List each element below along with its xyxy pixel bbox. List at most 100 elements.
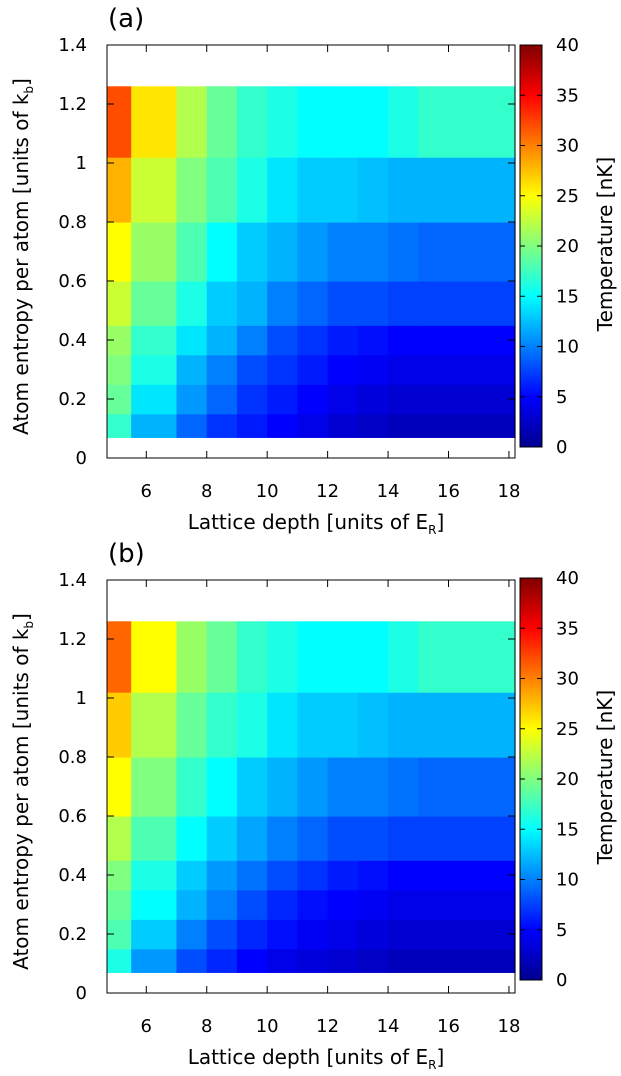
y-tick-label: 1.2 — [58, 629, 87, 650]
heatmap-cell — [357, 816, 389, 861]
y-tick-label: 0 — [76, 448, 87, 469]
heatmap-cell — [418, 413, 516, 438]
heatmap-cell — [267, 86, 298, 158]
plot-frame — [106, 579, 516, 994]
y-axis-label-subscript: b — [22, 86, 36, 94]
heatmap-cell — [418, 757, 516, 817]
heatmap-cell — [388, 325, 419, 356]
heatmap-cell — [236, 889, 268, 920]
heatmap-cell — [357, 384, 389, 415]
heatmap-cell — [206, 354, 238, 385]
y-tick-label: 0.2 — [58, 389, 87, 410]
heatmap-cell — [297, 816, 329, 861]
heatmap-cell — [418, 889, 516, 920]
heatmap-cell — [418, 86, 516, 158]
heatmap-cell — [388, 281, 419, 326]
x-axis-label-text: Lattice depth [units of E — [188, 1045, 428, 1069]
heatmap-cell — [176, 948, 208, 973]
heatmap-cell — [206, 384, 238, 415]
heatmap-cell — [267, 948, 298, 973]
colorbar-tick-label: 35 — [556, 618, 579, 639]
heatmap-cell — [267, 692, 298, 758]
heatmap-cell — [176, 692, 208, 758]
heatmap-cell — [357, 692, 389, 758]
heatmap-cell — [176, 860, 208, 891]
heatmap-cell — [267, 816, 298, 861]
colorbar-tick-label: 15 — [556, 819, 579, 840]
heatmap-cell — [327, 621, 359, 693]
chart-panel-b: 6 8 10 12 14 16 18 0 0.2 0.4 0.6 0.8 1 1.2 1.4 (b) Latti… — [9, 539, 617, 1072]
heatmap-cell — [131, 919, 178, 950]
panel-label: (b) — [108, 539, 145, 569]
heatmap-cell — [107, 948, 132, 973]
heatmap-cell — [206, 948, 238, 973]
heatmap-cell — [131, 860, 178, 891]
heatmap-cell — [297, 889, 329, 920]
heatmap-cell — [357, 354, 389, 385]
heatmap-cell — [327, 948, 359, 973]
heatmap-cell — [131, 692, 178, 758]
heatmap-cell — [388, 919, 419, 950]
heatmap-cell — [206, 222, 238, 282]
heatmap-cell — [236, 948, 268, 973]
heatmap-cell — [206, 889, 238, 920]
heatmap-cell — [388, 222, 419, 282]
heatmap-cell — [267, 860, 298, 891]
heatmap-cell — [131, 948, 178, 973]
heatmap-cell — [357, 157, 389, 223]
x-axis-label: Lattice depth [units of ER] — [188, 1045, 445, 1072]
heatmap-cell — [267, 621, 298, 693]
heatmap-cell — [388, 86, 419, 158]
colorbar-tick-label: 5 — [556, 387, 567, 408]
heatmap-cell — [236, 384, 268, 415]
x-tick-label: 10 — [256, 481, 279, 502]
heatmap-cell — [418, 692, 516, 758]
heatmap-cell — [418, 860, 516, 891]
heatmap-cell — [131, 325, 178, 356]
heatmap-cell — [206, 413, 238, 438]
heatmap-cell — [297, 860, 329, 891]
heatmap-cell — [357, 281, 389, 326]
x-tick-label: 14 — [377, 481, 400, 502]
heatmap-cell — [107, 621, 132, 693]
heatmap-cell — [236, 281, 268, 326]
heatmap-cell — [297, 692, 329, 758]
y-axis-label: Atom entropy per atom [units of kb] — [9, 613, 36, 970]
heatmap-cell — [236, 919, 268, 950]
heatmap-cell — [107, 222, 132, 282]
heatmap-cell — [357, 621, 389, 693]
y-tick-label: 0.8 — [58, 747, 87, 768]
heatmap-cell — [327, 919, 359, 950]
heatmap-cell — [107, 816, 132, 861]
heatmap-cell — [357, 919, 389, 950]
colorbar-tick-label: 0 — [556, 437, 567, 458]
heatmap-cell — [418, 157, 516, 223]
x-tick-label: 8 — [201, 481, 212, 502]
heatmap-cell — [388, 860, 419, 891]
heatmap-cell — [418, 281, 516, 326]
heatmap-cell — [107, 413, 132, 438]
colorbar-tick-label: 20 — [556, 236, 579, 257]
heatmap-cell — [206, 86, 238, 158]
heatmap-cell — [327, 757, 359, 817]
heatmap-cell — [388, 157, 419, 223]
heatmap-cell — [418, 621, 516, 693]
heatmap-cell — [107, 86, 132, 158]
chart-panel-a: 6 8 10 12 14 16 18 0 0.2 0.4 0.6 0.8 1 1.2 1.4 (a) Latti… — [9, 4, 617, 537]
heatmap-cell — [297, 157, 329, 223]
heatmap-cell — [236, 157, 268, 223]
heatmap-cell — [297, 384, 329, 415]
heatmap-cell — [297, 354, 329, 385]
heatmap-cell — [236, 816, 268, 861]
heatmap-cell — [176, 384, 208, 415]
colorbar-tick-label: 30 — [556, 136, 579, 157]
heatmap-cell — [267, 413, 298, 438]
heatmap-cell — [176, 919, 208, 950]
heatmap-cell — [357, 757, 389, 817]
heatmap-cell — [297, 325, 329, 356]
heatmap-cell — [418, 222, 516, 282]
y-tick-label: 1 — [76, 153, 87, 174]
heatmap-cell — [418, 354, 516, 385]
heatmap-cell — [176, 889, 208, 920]
